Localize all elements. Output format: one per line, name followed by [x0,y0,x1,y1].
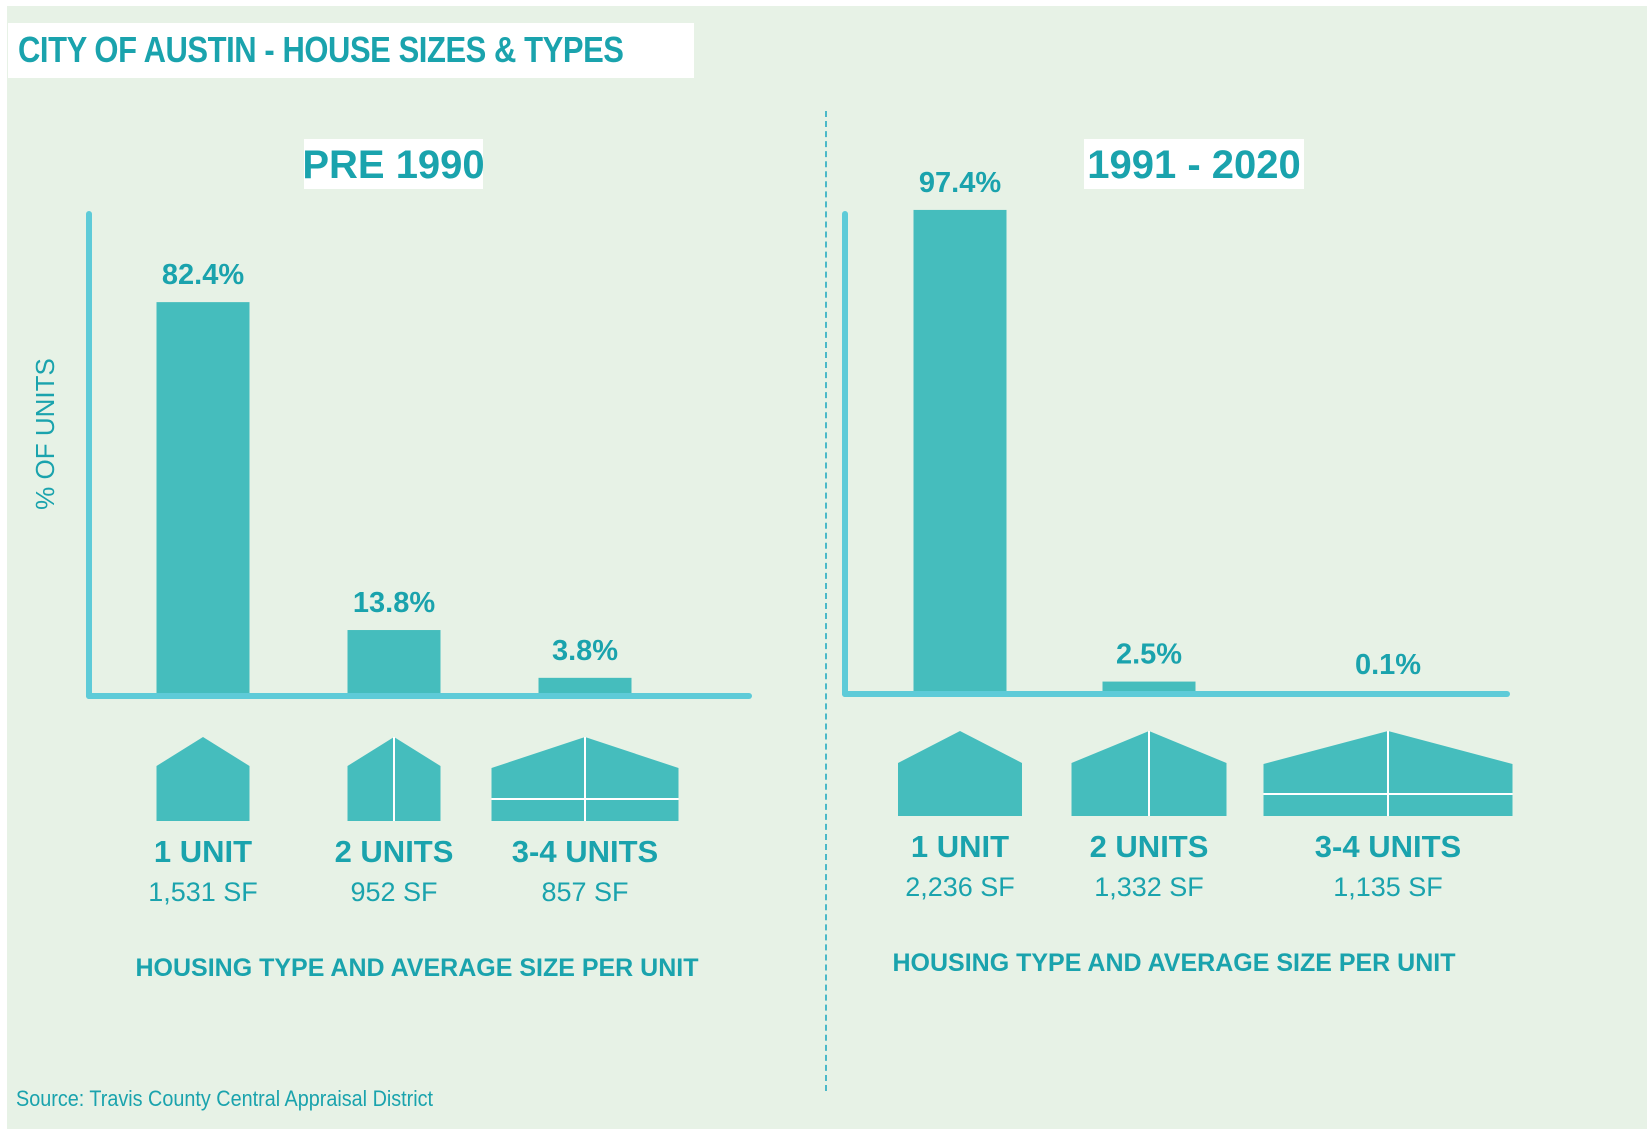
category-label: 1 UNIT [911,829,1009,864]
average-size-label: 1,332 SF [1094,872,1204,902]
data-label: 97.4% [919,167,1001,199]
title-box: CITY OF AUSTIN - HOUSE SIZES & TYPES [8,23,694,78]
data-label: 2.5% [1116,639,1182,671]
infographic-canvas: CITY OF AUSTIN - HOUSE SIZES & TYPES Sou… [7,6,1647,1129]
bar-1-unit [156,302,250,696]
source-note: Source: Travis County Central Appraisal … [16,1086,434,1111]
data-label: 3.8% [552,635,618,667]
average-size-label: 857 SF [541,877,628,907]
average-size-label: 1,135 SF [1333,872,1443,902]
average-size-label: 2,236 SF [905,872,1015,902]
category-label: 3-4 UNITS [512,834,658,869]
chart-pre-1990: PRE 1990 % OF UNITS 82.4% 13.8% 3.8% 1 UNIT 1,… [30,139,752,982]
category-label: 2 UNITS [1090,829,1209,864]
bar-3-4-units [538,677,632,696]
chart-1991-2020: 1991 - 2020 97.4% 2.5% 0.1% 1 UNIT 2,236 SF 2 … [842,139,1513,977]
category-label: 1 UNIT [154,834,252,869]
data-label: 13.8% [353,587,435,619]
data-label: 82.4% [162,259,244,291]
average-size-label: 952 SF [350,877,437,907]
house-1-unit-icon [156,737,250,821]
house-1-unit-icon [898,731,1022,816]
x-axis-label: HOUSING TYPE AND AVERAGE SIZE PER UNIT [135,954,698,982]
x-axis-label: HOUSING TYPE AND AVERAGE SIZE PER UNIT [892,949,1455,977]
category-label: 3-4 UNITS [1315,829,1461,864]
period-title: 1991 - 2020 [1087,143,1301,187]
bar-1-unit [913,209,1007,694]
period-title: PRE 1990 [302,143,484,187]
period-title-box [1084,139,1304,189]
period-title-box [304,139,483,189]
y-axis-label: % OF UNITS [30,358,60,510]
data-label: 0.1% [1355,649,1421,681]
average-size-label: 1,531 SF [148,877,258,907]
panel-divider [825,111,827,1091]
category-label: 2 UNITS [335,834,454,869]
bar-2-units [347,630,441,696]
bar-2-units [1102,681,1196,694]
page-title: CITY OF AUSTIN - HOUSE SIZES & TYPES [18,29,624,70]
